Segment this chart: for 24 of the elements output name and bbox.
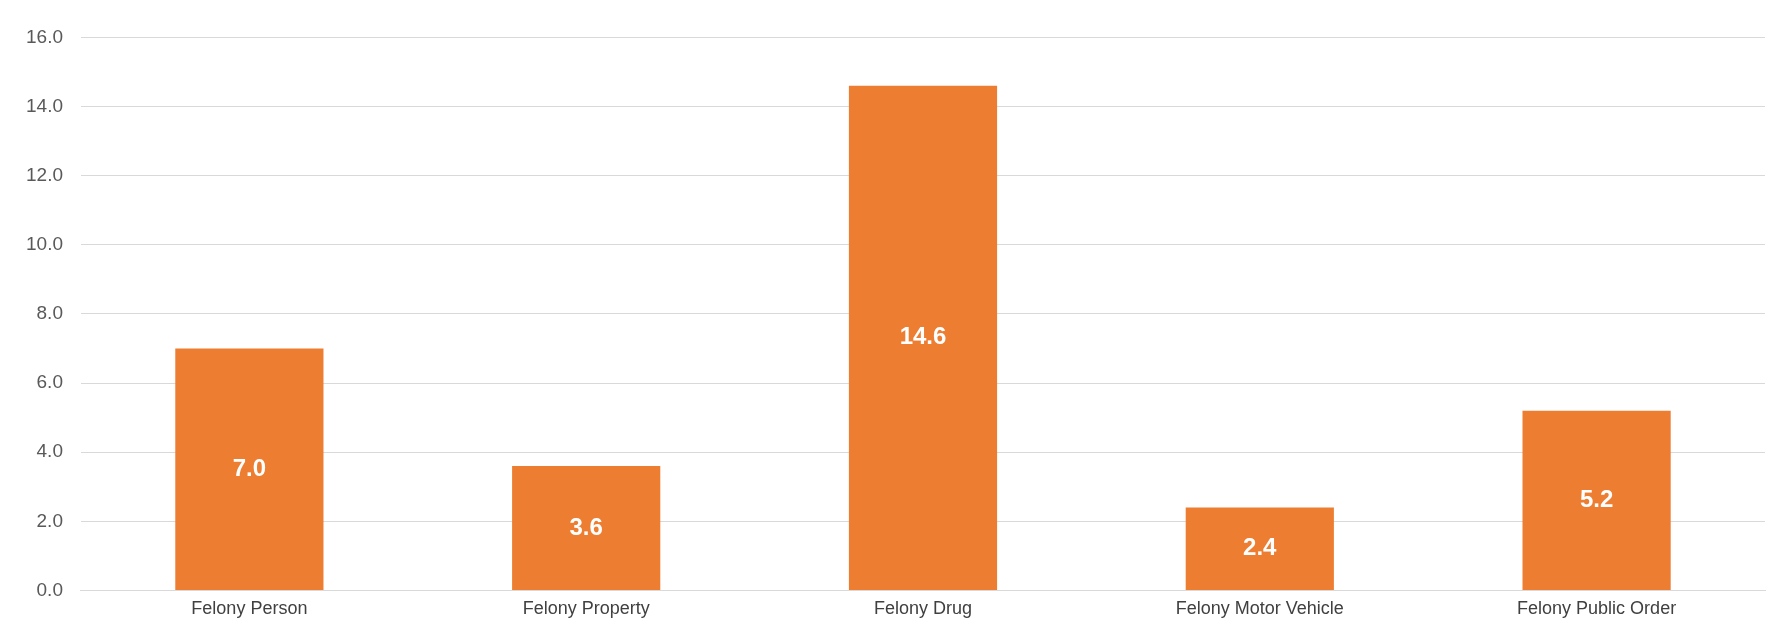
y-tick-label: 2.0 (36, 509, 63, 531)
y-tick-label: 6.0 (36, 371, 63, 393)
x-tick-label: Felony Public Order (1517, 598, 1677, 619)
data-label: 5.2 (1579, 484, 1614, 512)
y-tick-label: 8.0 (36, 302, 63, 324)
bar (1522, 410, 1671, 590)
y-tick-label: 16.0 (26, 25, 63, 47)
data-label: 2.4 (1243, 533, 1278, 561)
y-tick-label: 12.0 (26, 163, 63, 185)
bar (512, 465, 661, 590)
x-tick-label: Felony Property (522, 598, 650, 619)
bar (175, 348, 324, 590)
x-tick-label: Felony Drug (873, 598, 973, 619)
y-tick-label: 0.0 (36, 578, 63, 600)
bar (1185, 507, 1334, 590)
data-label: 14.6 (899, 322, 947, 350)
bar (848, 85, 998, 590)
data-label: 7.0 (232, 453, 267, 481)
data-label: 3.6 (569, 512, 603, 540)
y-tick-label: 10.0 (26, 233, 63, 255)
x-tick-label: Felony Motor Vehicle (1175, 598, 1344, 619)
x-tick-label: Felony Person (191, 598, 308, 619)
y-tick-label: 14.0 (26, 94, 63, 116)
y-tick-label: 4.0 (36, 440, 63, 462)
